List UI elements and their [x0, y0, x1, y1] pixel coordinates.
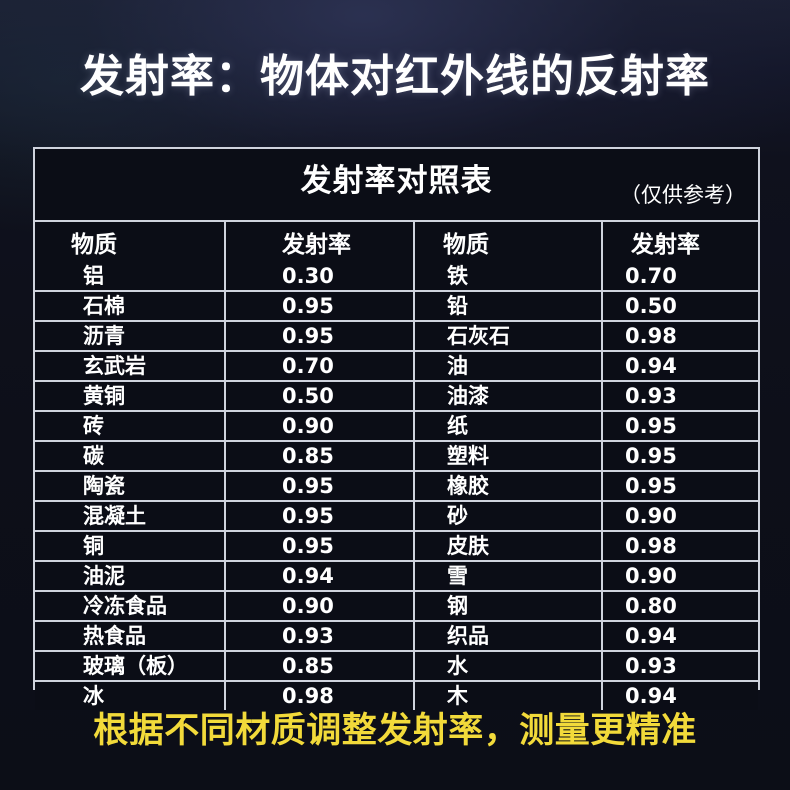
table-row: 铝 0.30 铁 0.70 — [35, 262, 758, 292]
cell-substance-right: 橡胶 — [414, 471, 603, 502]
cell-emissivity-right: 0.93 — [602, 381, 758, 412]
cell-substance-right: 油 — [414, 351, 603, 382]
cell-substance-left: 热食品 — [35, 621, 226, 652]
table-row: 陶瓷 0.95 橡胶 0.95 — [35, 471, 758, 502]
cell-substance-left: 混凝土 — [35, 501, 226, 532]
cell-emissivity-left: 0.90 — [225, 411, 415, 442]
cell-emissivity-right: 0.98 — [602, 531, 758, 562]
cell-substance-left: 砖 — [35, 411, 226, 442]
cell-emissivity-right: 0.93 — [602, 651, 758, 682]
cell-emissivity-left: 0.95 — [225, 291, 415, 322]
cell-emissivity-left: 0.50 — [225, 381, 415, 412]
cell-substance-right: 水 — [414, 651, 603, 682]
cell-substance-right: 石灰石 — [414, 321, 603, 352]
table-row: 砖 0.90 纸 0.95 — [35, 411, 758, 442]
cell-substance-left: 黄铜 — [35, 381, 226, 412]
table-title: 发射率对照表 — [300, 163, 493, 199]
cell-emissivity-right: 0.95 — [602, 411, 758, 442]
table-row: 铜 0.95 皮肤 0.98 — [35, 531, 758, 562]
table-head: 物质 发射率 物质 发射率 — [35, 222, 758, 262]
table-row: 黄铜 0.50 油漆 0.93 — [35, 381, 758, 412]
table-row: 油泥 0.94 雪 0.90 — [35, 561, 758, 592]
cell-emissivity-right: 0.95 — [602, 471, 758, 502]
cell-emissivity-left: 0.98 — [225, 681, 415, 710]
cell-emissivity-left: 0.90 — [225, 591, 415, 622]
cell-substance-left: 铝 — [35, 262, 226, 292]
cell-emissivity-left: 0.85 — [225, 651, 415, 682]
cell-substance-left: 碳 — [35, 441, 226, 472]
cell-emissivity-left: 0.95 — [225, 501, 415, 532]
cell-substance-left: 玄武岩 — [35, 351, 226, 382]
page-title: 发射率：物体对红外线的反射率 — [80, 51, 710, 102]
cell-emissivity-left: 0.95 — [225, 531, 415, 562]
cell-substance-right: 铅 — [414, 291, 603, 322]
cell-substance-left: 油泥 — [35, 561, 226, 592]
table-row: 混凝土 0.95 砂 0.90 — [35, 501, 758, 532]
cell-substance-right: 砂 — [414, 501, 603, 532]
cell-substance-left: 铜 — [35, 531, 226, 562]
cell-emissivity-right: 0.70 — [602, 262, 758, 292]
cell-emissivity-left: 0.94 — [225, 561, 415, 592]
cell-substance-right: 织品 — [414, 621, 603, 652]
cell-substance-right: 铁 — [414, 262, 603, 292]
cell-emissivity-right: 0.90 — [602, 501, 758, 532]
table-row: 玻璃（板） 0.85 水 0.93 — [35, 651, 758, 682]
cell-emissivity-left: 0.30 — [225, 262, 415, 292]
cell-emissivity-left: 0.70 — [225, 351, 415, 382]
column-header-substance-left: 物质 — [35, 222, 226, 262]
emissivity-grid: 物质 发射率 物质 发射率 铝 0.30 铁 0.70 石棉 0.95 铅 0.50 沥青 0.9… — [35, 222, 758, 710]
cell-substance-right: 钢 — [414, 591, 603, 622]
cell-substance-right: 木 — [414, 681, 603, 710]
column-header-emissivity-right: 发射率 — [602, 222, 758, 262]
cell-substance-right: 纸 — [414, 411, 603, 442]
cell-substance-left: 石棉 — [35, 291, 226, 322]
table-reference-note: （仅供参考） — [620, 183, 746, 207]
cell-emissivity-left: 0.85 — [225, 441, 415, 472]
cell-substance-left: 冰 — [35, 681, 226, 710]
cell-emissivity-right: 0.98 — [602, 321, 758, 352]
cell-emissivity-right: 0.50 — [602, 291, 758, 322]
cell-substance-left: 沥青 — [35, 321, 226, 352]
cell-substance-right: 雪 — [414, 561, 603, 592]
table-row: 碳 0.85 塑料 0.95 — [35, 441, 758, 472]
cell-substance-right: 塑料 — [414, 441, 603, 472]
cell-emissivity-right: 0.90 — [602, 561, 758, 592]
column-header-substance-right: 物质 — [414, 222, 603, 262]
cell-emissivity-right: 0.94 — [602, 681, 758, 710]
cell-emissivity-left: 0.95 — [225, 471, 415, 502]
emissivity-table: 发射率对照表 （仅供参考） 物质 发射率 物质 发射率 铝 0.30 铁 0.70 石棉… — [33, 147, 760, 710]
table-body: 铝 0.30 铁 0.70 石棉 0.95 铅 0.50 沥青 0.95 石灰石 0.98 玄武岩 0.7… — [35, 262, 758, 710]
cell-substance-right: 皮肤 — [414, 531, 603, 562]
cell-substance-right: 油漆 — [414, 381, 603, 412]
table-titlebar: 发射率对照表 （仅供参考） — [35, 149, 758, 222]
table-row: 沥青 0.95 石灰石 0.98 — [35, 321, 758, 352]
cell-emissivity-right: 0.80 — [602, 591, 758, 622]
cell-emissivity-right: 0.94 — [602, 621, 758, 652]
column-header-emissivity-left: 发射率 — [225, 222, 415, 262]
cell-emissivity-right: 0.94 — [602, 351, 758, 382]
cell-emissivity-left: 0.93 — [225, 621, 415, 652]
cell-substance-left: 陶瓷 — [35, 471, 226, 502]
table-row: 玄武岩 0.70 油 0.94 — [35, 351, 758, 382]
cell-emissivity-left: 0.95 — [225, 321, 415, 352]
table-row: 冷冻食品 0.90 钢 0.80 — [35, 591, 758, 622]
table-header-row: 物质 发射率 物质 发射率 — [35, 222, 758, 262]
cell-substance-left: 冷冻食品 — [35, 591, 226, 622]
cell-substance-left: 玻璃（板） — [35, 651, 226, 682]
cell-emissivity-right: 0.95 — [602, 441, 758, 472]
table-row: 冰 0.98 木 0.94 — [35, 681, 758, 710]
footer-caption: 根据不同材质调整发射率，测量更精准 — [93, 711, 697, 751]
table-row: 热食品 0.93 织品 0.94 — [35, 621, 758, 652]
table-row: 石棉 0.95 铅 0.50 — [35, 291, 758, 322]
